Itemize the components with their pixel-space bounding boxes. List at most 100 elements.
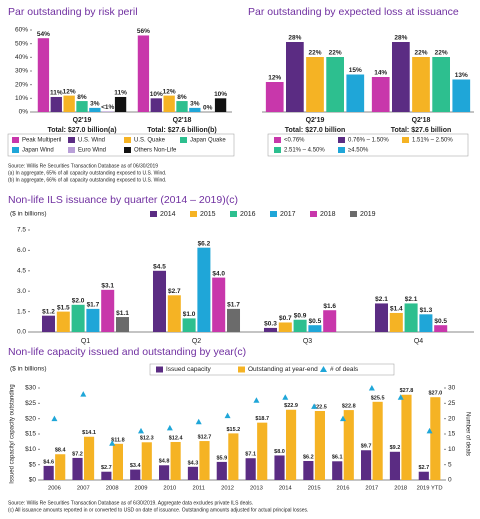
bar [323, 310, 337, 332]
x-tick-label: Q2 [192, 338, 201, 345]
legend-label: 2017 [280, 211, 296, 218]
y-tick-label: $30 [25, 385, 36, 392]
bar [314, 411, 325, 480]
legend-swatch [156, 366, 163, 373]
value-label: $12.4 [169, 435, 184, 441]
bar [389, 312, 403, 332]
legend-label: Euro Wind [78, 148, 106, 154]
y-tick-label: 20% [15, 81, 28, 88]
footnote: Source: Willis Re Securities Transaction… [8, 500, 253, 506]
y2-tick-label: 20 [448, 415, 456, 422]
value-label: $3.4 [130, 463, 142, 469]
legend-label: 2.51% – 4.50% [284, 148, 325, 154]
subtitle: Total: $27.6 billion(b) [147, 127, 216, 134]
y2-tick-label: 30 [448, 385, 456, 392]
x-tick-label: 2011 [192, 486, 204, 492]
legend-swatch [124, 147, 131, 153]
value-label: $3.1 [101, 283, 114, 290]
value-label: $1.6 [323, 303, 336, 310]
value-label: $2.0 [72, 298, 85, 305]
bar [412, 57, 430, 112]
value-label: $0.5 [434, 318, 447, 325]
legend-label: 2019 [360, 211, 376, 218]
value-label: $22.8 [342, 404, 356, 410]
value-label: $4.0 [212, 270, 225, 277]
value-label: $25.5 [371, 395, 385, 401]
legend-swatch [230, 211, 237, 217]
value-label: $1.7 [87, 302, 100, 309]
value-label: $4.8 [159, 459, 170, 465]
bar [86, 308, 100, 332]
value-label: 28% [288, 35, 301, 42]
bar [257, 422, 268, 480]
legend-label: 2015 [200, 211, 216, 218]
bar [430, 397, 441, 480]
x-tick-label: Q4 [414, 338, 423, 345]
x-tick-label: Q3 [303, 338, 312, 345]
marker [224, 412, 231, 419]
legend-label: 1.51% – 2.50% [412, 138, 453, 144]
x-tick-label: 2006 [48, 486, 61, 492]
value-label: 11% [114, 90, 127, 97]
bar [101, 471, 112, 480]
legend-swatch [270, 211, 277, 217]
bar [130, 469, 141, 480]
legend-swatch [350, 211, 357, 217]
marker [311, 403, 318, 409]
value-label: 22% [329, 50, 342, 57]
bar [152, 270, 167, 332]
marker [426, 427, 433, 434]
subtitle: ($ in billions) [10, 211, 47, 218]
bar [150, 98, 162, 112]
legend-swatch [68, 137, 75, 143]
value-label: $4.3 [188, 460, 199, 466]
value-label: 12% [268, 75, 281, 82]
bar [228, 433, 239, 480]
legend-swatch [12, 137, 19, 143]
legend-label: 0.76% – 1.50% [348, 138, 389, 144]
value-label: $18.7 [255, 416, 269, 422]
y2-axis-label: Number of deals [464, 412, 470, 456]
y-tick-label: 7.5 [17, 227, 26, 234]
bar [43, 465, 54, 480]
value-label: 22% [435, 50, 448, 57]
subtitle: Total: $27.6 billion [391, 127, 452, 134]
value-label: $15.2 [226, 427, 240, 433]
bar [71, 304, 85, 332]
y-tick-label: $20 [25, 415, 36, 422]
value-label: $1.5 [57, 304, 70, 311]
legend-swatch [338, 147, 345, 153]
legend-swatch [274, 137, 281, 143]
x-tick-label: Q2'19 [73, 117, 92, 124]
legend-swatch [180, 137, 187, 143]
footnote: (c) All issuance amounts reported in or … [8, 507, 308, 513]
value-label: $4.5 [153, 264, 166, 271]
bar [361, 450, 372, 480]
x-tick-label: 2015 [308, 486, 321, 492]
value-label: 10% [214, 91, 227, 98]
x-tick-label: 2008 [106, 486, 119, 492]
marker [397, 394, 404, 400]
bar [404, 303, 418, 332]
chart-title: Par outstanding by expected loss at issu… [248, 6, 459, 18]
x-tick-label: 2019 YTD [417, 486, 443, 492]
bar [182, 318, 196, 332]
subtitle: Total: $27.0 billion(a) [47, 127, 116, 134]
value-label: 12% [163, 88, 176, 95]
x-tick-label: 2014 [279, 486, 293, 492]
value-label: $0.3 [264, 321, 277, 328]
value-label: $1.4 [390, 306, 403, 313]
bar [115, 317, 130, 332]
bar [163, 95, 175, 112]
bar [41, 315, 56, 332]
marker [109, 440, 116, 446]
legend-swatch [150, 211, 157, 217]
value-label: $8.0 [274, 449, 285, 455]
y-tick-label: 1.5 [17, 308, 26, 315]
bar [391, 42, 410, 112]
x-tick-label: 2009 [135, 486, 148, 492]
y-tick-label: $25 [25, 400, 36, 407]
legend-swatch [274, 147, 281, 153]
value-label: $2.7 [168, 288, 181, 295]
